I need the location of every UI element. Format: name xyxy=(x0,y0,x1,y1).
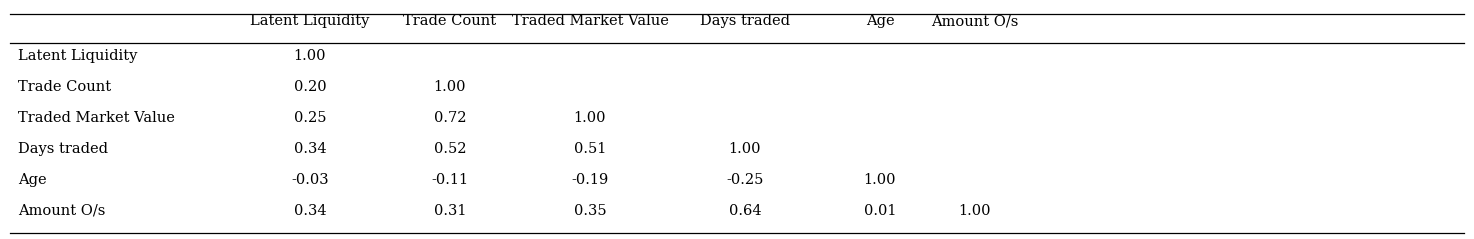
Text: -0.03: -0.03 xyxy=(292,173,329,187)
Text: Days traded: Days traded xyxy=(18,142,108,156)
Text: Age: Age xyxy=(18,173,47,187)
Text: Trade Count: Trade Count xyxy=(404,14,497,28)
Text: 1.00: 1.00 xyxy=(293,49,326,63)
Text: -0.19: -0.19 xyxy=(572,173,609,187)
Text: 1.00: 1.00 xyxy=(573,111,606,125)
Text: 0.20: 0.20 xyxy=(293,80,326,94)
Text: 1.00: 1.00 xyxy=(728,142,761,156)
Text: -0.25: -0.25 xyxy=(727,173,764,187)
Text: 0.64: 0.64 xyxy=(728,204,761,218)
Text: Days traded: Days traded xyxy=(700,14,790,28)
Text: Amount O/s: Amount O/s xyxy=(18,204,105,218)
Text: 0.31: 0.31 xyxy=(433,204,466,218)
Text: 0.25: 0.25 xyxy=(293,111,326,125)
Text: 1.00: 1.00 xyxy=(433,80,466,94)
Text: 0.01: 0.01 xyxy=(864,204,896,218)
Text: Trade Count: Trade Count xyxy=(18,80,111,94)
Text: 0.35: 0.35 xyxy=(573,204,606,218)
Text: 0.72: 0.72 xyxy=(433,111,466,125)
Text: Age: Age xyxy=(865,14,895,28)
Text: 0.34: 0.34 xyxy=(293,204,326,218)
Text: 1.00: 1.00 xyxy=(958,204,991,218)
Text: Traded Market Value: Traded Market Value xyxy=(18,111,175,125)
Text: 0.52: 0.52 xyxy=(433,142,466,156)
Text: Amount O/s: Amount O/s xyxy=(932,14,1019,28)
Text: Latent Liquidity: Latent Liquidity xyxy=(251,14,370,28)
Text: -0.11: -0.11 xyxy=(432,173,469,187)
Text: 0.51: 0.51 xyxy=(573,142,606,156)
Text: Latent Liquidity: Latent Liquidity xyxy=(18,49,137,63)
Text: 0.34: 0.34 xyxy=(293,142,326,156)
Text: Traded Market Value: Traded Market Value xyxy=(511,14,668,28)
Text: 1.00: 1.00 xyxy=(864,173,896,187)
